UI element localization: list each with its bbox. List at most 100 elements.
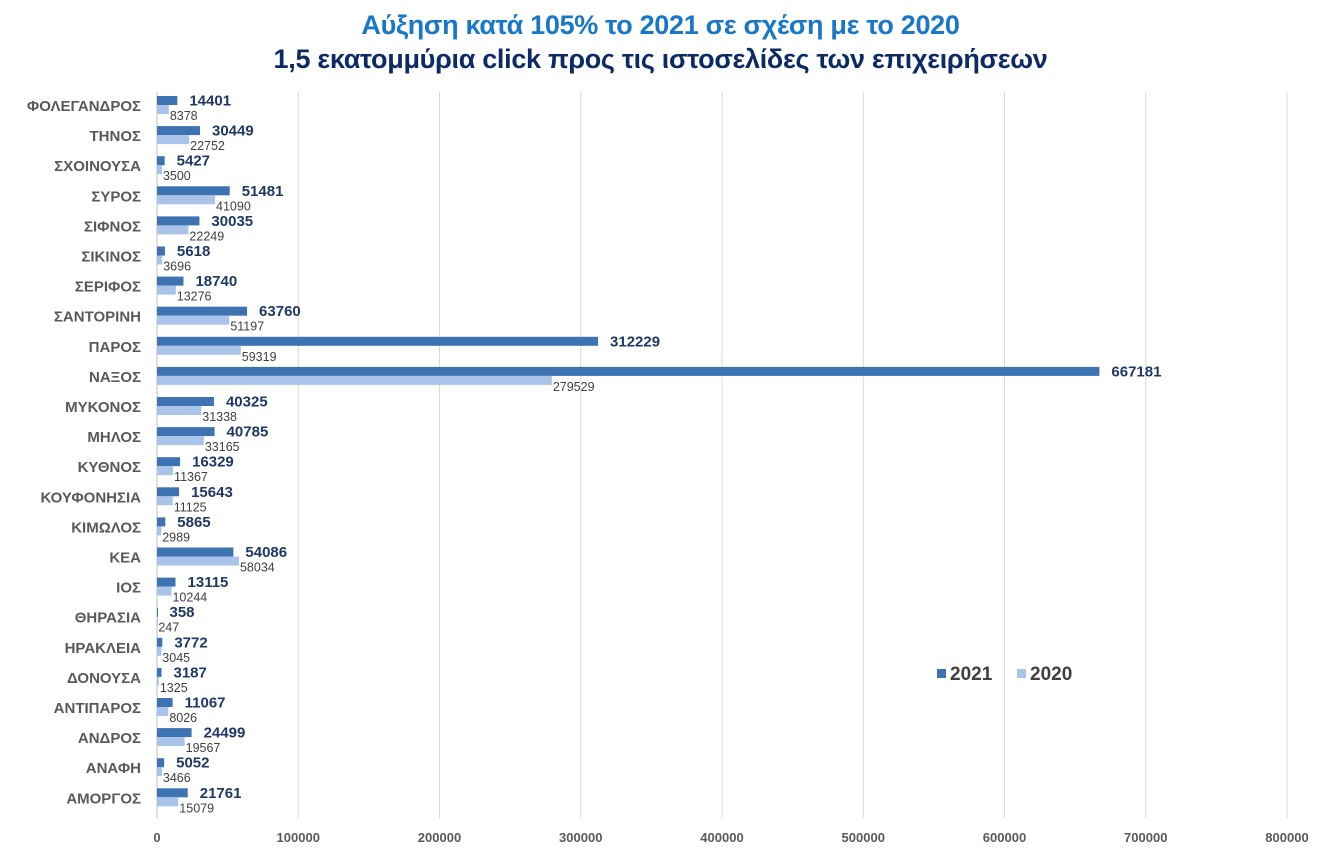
bar-2020 bbox=[157, 375, 552, 385]
bar-2021 bbox=[157, 216, 200, 226]
data-label-2020: 19567 bbox=[186, 741, 221, 755]
category-label: ΚΟΥΦΟΝΗΣΙΑ bbox=[41, 489, 142, 506]
data-label-2021: 24499 bbox=[204, 725, 246, 742]
bar-2020 bbox=[157, 737, 185, 747]
category-label: ΑΜΟΡΓΟΣ bbox=[66, 790, 141, 807]
data-label-2020: 10244 bbox=[172, 591, 207, 605]
bar-2021 bbox=[157, 758, 165, 768]
bar-2021 bbox=[157, 246, 165, 256]
category-label: ΠΑΡΟΣ bbox=[89, 339, 141, 356]
bar-2020 bbox=[157, 676, 159, 686]
data-label-2020: 33165 bbox=[205, 440, 240, 454]
bar-2020 bbox=[157, 466, 174, 476]
data-label-2021: 3772 bbox=[174, 634, 207, 651]
bar-2021 bbox=[157, 667, 162, 677]
category-label: ΣΥΡΟΣ bbox=[91, 188, 141, 205]
bar-2020 bbox=[157, 767, 162, 777]
category-label: ΚΥΘΝΟΣ bbox=[78, 459, 141, 476]
bar-2021 bbox=[157, 607, 158, 617]
bar-2020 bbox=[157, 165, 162, 175]
category-label: ΣΙΦΝΟΣ bbox=[84, 218, 141, 235]
bar-2020 bbox=[157, 255, 163, 265]
data-label-2020: 22249 bbox=[189, 229, 224, 243]
data-label-2021: 63760 bbox=[259, 303, 301, 320]
category-label: ΤΗΝΟΣ bbox=[90, 128, 142, 145]
bar-2021 bbox=[157, 457, 181, 467]
data-label-2020: 247 bbox=[158, 621, 179, 635]
bar-2021 bbox=[157, 637, 163, 647]
category-label: ΙΟΣ bbox=[116, 580, 141, 597]
data-label-2020: 3696 bbox=[163, 260, 191, 274]
bar-2021 bbox=[157, 126, 201, 136]
bar-2020 bbox=[157, 436, 204, 446]
category-label: ΗΡΑΚΛΕΙΑ bbox=[65, 640, 142, 657]
legend-label-2021: 2021 bbox=[950, 664, 993, 685]
data-label-2021: 51481 bbox=[242, 183, 284, 200]
category-label: ΑΝΔΡΟΣ bbox=[78, 730, 141, 747]
bar-2021 bbox=[157, 336, 599, 346]
bar-2021 bbox=[157, 788, 188, 798]
bar-2020 bbox=[157, 345, 241, 355]
data-label-2021: 358 bbox=[170, 604, 195, 621]
chart-title: Αύξηση κατά 105% το 2021 σε σχέση με το … bbox=[0, 8, 1321, 76]
data-label-2020: 13276 bbox=[177, 290, 212, 304]
category-label: ΑΝΑΦΗ bbox=[86, 760, 141, 777]
chart-title-line2: 1,5 εκατομμύρια click προς τις ιστοσελίδ… bbox=[273, 44, 1048, 74]
category-label: ΣΕΡΙΦΟΣ bbox=[75, 279, 141, 296]
data-label-2021: 21761 bbox=[200, 785, 242, 802]
data-label-2021: 13115 bbox=[188, 574, 229, 591]
data-label-2021: 40785 bbox=[227, 424, 269, 441]
legend-swatch-2020 bbox=[1017, 669, 1026, 678]
x-tick-label: 700000 bbox=[1124, 830, 1167, 845]
bar-2020 bbox=[157, 406, 202, 415]
bar-2021 bbox=[157, 698, 173, 707]
x-tick-label: 200000 bbox=[418, 830, 461, 845]
bar-2021 bbox=[157, 96, 178, 105]
data-label-2021: 54086 bbox=[245, 544, 287, 561]
category-label: ΣΑΝΤΟΡΙΝΗ bbox=[54, 309, 141, 326]
bar-2020 bbox=[157, 105, 169, 114]
data-label-2020: 11125 bbox=[174, 500, 207, 514]
data-label-2021: 30449 bbox=[212, 123, 254, 140]
data-label-2021: 40325 bbox=[226, 394, 268, 411]
legend-swatch-2021 bbox=[937, 669, 946, 678]
bar-2020 bbox=[157, 586, 172, 596]
bar-2021 bbox=[157, 306, 248, 316]
data-label-2020: 22752 bbox=[190, 139, 225, 153]
bar-2021 bbox=[157, 366, 1100, 376]
data-label-2020: 59319 bbox=[242, 350, 277, 364]
data-label-2021: 18740 bbox=[195, 273, 237, 290]
category-label: ΝΑΞΟΣ bbox=[89, 369, 141, 386]
data-label-2020: 3466 bbox=[163, 771, 191, 785]
legend-label-2020: 2020 bbox=[1030, 664, 1072, 685]
data-label-2021: 667181 bbox=[1111, 363, 1161, 380]
bar-2020 bbox=[157, 315, 230, 325]
data-label-2021: 30035 bbox=[211, 213, 253, 230]
x-tick-label: 800000 bbox=[1265, 830, 1308, 845]
data-label-2021: 11067 bbox=[185, 695, 226, 712]
category-label: ΔΟΝΟΥΣΑ bbox=[67, 670, 141, 687]
category-label: ΚΕΑ bbox=[109, 550, 141, 567]
bar-2021 bbox=[157, 577, 176, 587]
x-tick-label: 0 bbox=[153, 830, 160, 845]
x-tick-label: 500000 bbox=[842, 830, 885, 845]
bar-2021 bbox=[157, 728, 192, 738]
bar-2020 bbox=[157, 225, 189, 235]
chart-title-line1: Αύξηση κατά 105% το 2021 σε σχέση με το … bbox=[361, 10, 960, 40]
bar-2020 bbox=[157, 285, 176, 295]
data-label-2020: 31338 bbox=[202, 410, 237, 424]
data-label-2020: 8378 bbox=[170, 109, 198, 123]
bar-2020 bbox=[157, 135, 190, 145]
data-label-2021: 3187 bbox=[174, 664, 207, 681]
data-label-2021: 16329 bbox=[192, 454, 234, 471]
category-label: ΣΧΟΙΝΟΥΣΑ bbox=[54, 158, 141, 175]
data-label-2021: 5427 bbox=[177, 153, 210, 170]
data-label-2020: 15079 bbox=[179, 801, 214, 815]
bar-2021 bbox=[157, 427, 215, 437]
bar-2020 bbox=[157, 496, 173, 506]
bar-2021 bbox=[157, 397, 214, 406]
bar-2021 bbox=[157, 186, 230, 196]
data-label-2020: 58034 bbox=[240, 561, 275, 575]
data-label-2020: 3045 bbox=[162, 651, 190, 665]
